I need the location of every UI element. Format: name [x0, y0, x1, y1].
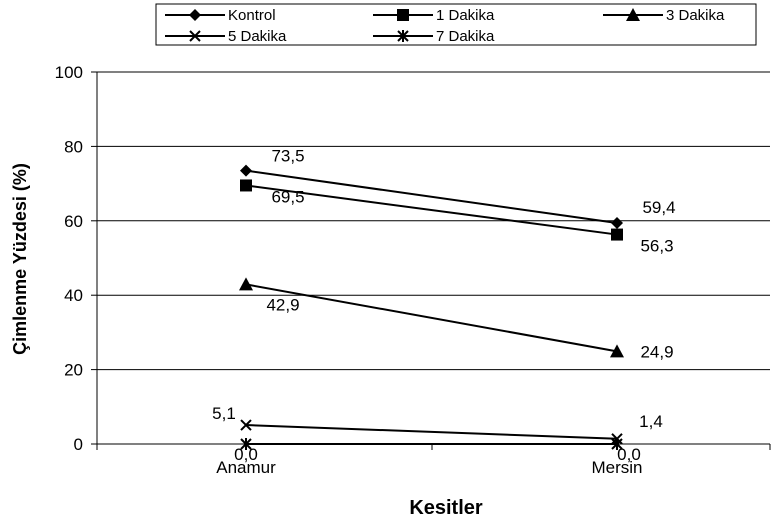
y-axis-title: Çimlenme Yüzdesi (%): [10, 163, 30, 355]
legend-item: 1 Dakika: [373, 7, 495, 24]
series-line: [245, 424, 618, 440]
legend-swatch-marker-shape: [189, 30, 201, 42]
legend-swatch-marker: [189, 30, 201, 42]
legend-label: Kontrol: [228, 7, 276, 24]
data-label: 0,0: [617, 445, 641, 464]
data-label: 59,4: [642, 198, 675, 217]
data-point-shape: [240, 179, 252, 192]
y-tick-label: 100: [55, 63, 83, 82]
series-line: [245, 283, 618, 353]
legend-item: 5 Dakika: [165, 28, 287, 45]
x-tick-labels: Anamur Mersin: [216, 458, 642, 477]
legend-label: 5 Dakika: [228, 28, 287, 45]
legend-label: 3 Dakika: [666, 7, 725, 24]
data-point: [240, 164, 252, 177]
data-point-shape: [239, 277, 253, 291]
data-point: [240, 419, 252, 431]
legend: Kontrol 1 Dakika 3 Dakika 5 Dakika 7 Dakika: [155, 3, 757, 46]
data-point: [240, 438, 252, 450]
legend-swatch-marker: [397, 30, 409, 42]
legend-item: 7 Dakika: [373, 28, 495, 45]
data-label: 42,9: [266, 295, 299, 314]
legend-swatch-marker-shape: [626, 8, 640, 21]
x-axis-title: Kesitler: [409, 497, 483, 519]
data-point: [239, 277, 253, 291]
y-tick-label: 20: [64, 361, 83, 380]
data-labels: 73,5 59,4 69,5 56,3 42,9 24,9 5,1 1,4 0,0 0,0: [212, 147, 675, 464]
data-point: [610, 344, 624, 358]
x-tick-label: Mersin: [591, 458, 642, 477]
legend-label: 1 Dakika: [436, 7, 495, 24]
legend-swatch-marker: [397, 9, 409, 21]
y-tick-label: 60: [64, 212, 83, 231]
legend-swatch-marker-shape: [397, 9, 409, 21]
gridlines: [97, 71, 770, 371]
series-group: [239, 164, 624, 450]
data-point-shape: [611, 217, 623, 230]
y-tick-label: 40: [64, 286, 83, 305]
series-line: [245, 169, 618, 225]
x-tick-label: Anamur: [216, 458, 276, 477]
series-line: [245, 184, 618, 236]
data-point: [240, 179, 252, 192]
data-point: [611, 228, 623, 241]
legend-swatch-marker-shape: [189, 9, 201, 21]
data-point: [611, 438, 623, 450]
data-point-shape: [240, 164, 252, 177]
data-point-shape: [240, 438, 252, 450]
data-label: 0,0: [234, 445, 258, 464]
legend-item: Kontrol: [165, 7, 276, 24]
data-point-shape: [610, 344, 624, 358]
legend-swatch-marker: [626, 8, 640, 21]
data-point-shape: [240, 419, 252, 431]
data-label: 69,5: [271, 187, 304, 206]
data-label: 5,1: [212, 404, 236, 423]
legend-swatch-marker-shape: [397, 30, 409, 42]
axes: [91, 71, 771, 450]
data-label: 56,3: [640, 237, 673, 256]
data-label: 24,9: [640, 342, 673, 361]
y-tick-label: 0: [74, 435, 83, 454]
legend-swatch-marker: [189, 9, 201, 21]
data-point: [611, 217, 623, 230]
data-point-shape: [611, 228, 623, 241]
y-tick-label: 80: [64, 137, 83, 156]
data-point-shape: [611, 438, 623, 450]
legend-label: 7 Dakika: [436, 28, 495, 45]
legend-item: 3 Dakika: [603, 7, 725, 24]
legend-box: [155, 3, 757, 46]
data-label: 1,4: [639, 412, 663, 431]
y-tick-labels: 0 20 40 60 80 100: [55, 63, 83, 454]
data-label: 73,5: [271, 147, 304, 166]
